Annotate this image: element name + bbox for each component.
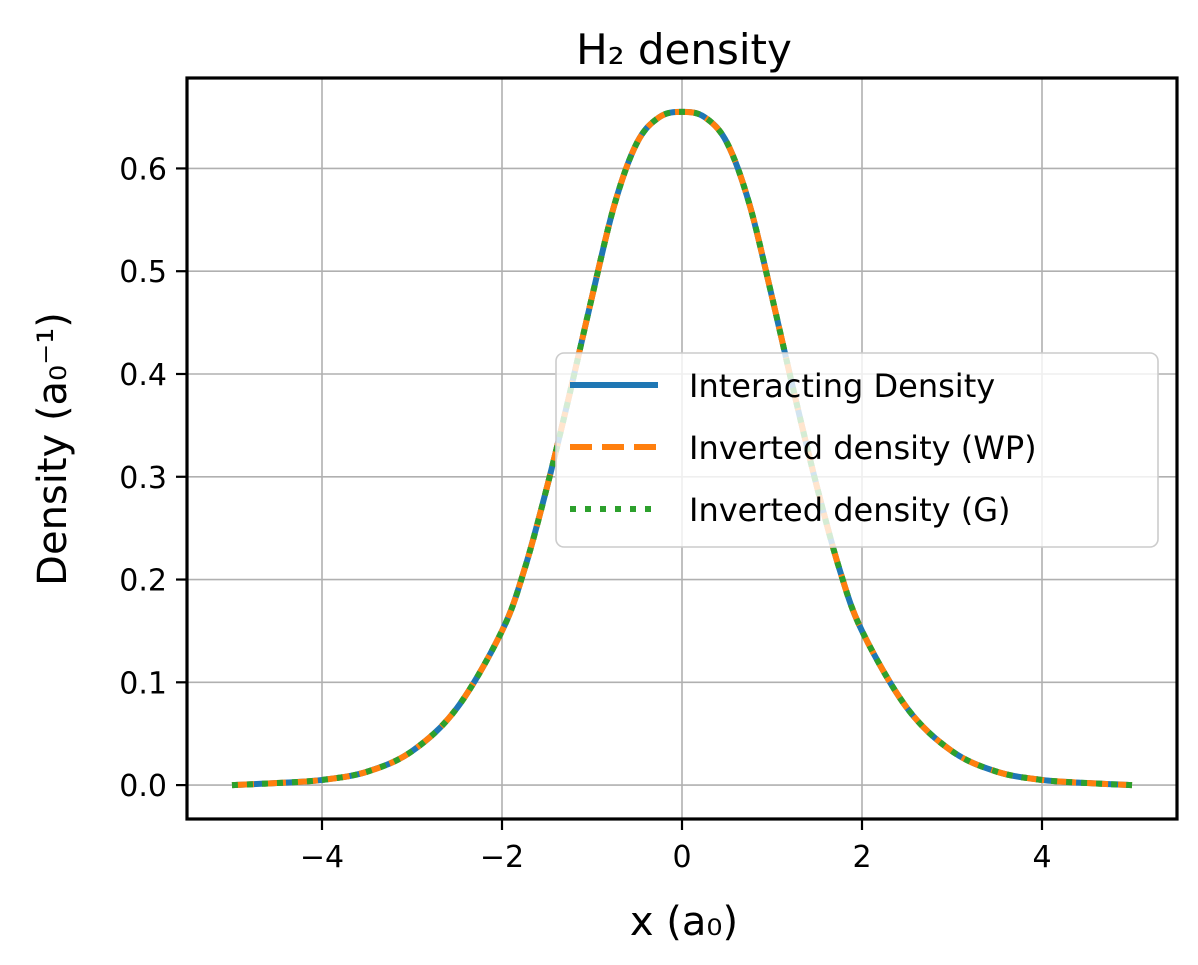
plot-lines [231, 108, 1133, 789]
x-axis: −4 −2 0 2 4 [300, 819, 1052, 875]
y-tick-label: 0.4 [119, 358, 167, 393]
x-tick-label: 0 [672, 840, 691, 875]
legend-box [555, 352, 1159, 548]
legend: Interacting Density Inverted density (WP)… [555, 352, 1159, 548]
y-tick-label: 0.1 [119, 666, 167, 701]
x-axis-label: x (a₀) [630, 899, 738, 945]
chart-title: H₂ density [576, 25, 792, 74]
series-line-inverted-density-g [231, 108, 1133, 789]
x-tick-label: −4 [300, 840, 344, 875]
legend-label-inverted-density-wp: Inverted density (WP) [689, 429, 1037, 467]
y-tick-label: 0.3 [119, 461, 167, 496]
y-tick-label: 0.6 [119, 152, 167, 187]
legend-label-interacting-density: Interacting Density [689, 367, 995, 405]
x-tick-label: 4 [1032, 840, 1051, 875]
legend-items: Interacting Density Inverted density (WP)… [570, 367, 1037, 529]
y-tick-label: 0.0 [119, 769, 167, 804]
y-tick-label: 0.5 [119, 255, 167, 290]
y-axis-label: Density (a₀⁻¹) [30, 312, 76, 586]
y-tick-label: 0.2 [119, 564, 167, 599]
legend-label-inverted-density-g: Inverted density (G) [689, 491, 1010, 529]
y-axis: 0.0 0.1 0.2 0.3 0.4 0.5 0.6 [119, 152, 187, 804]
x-tick-label: −2 [480, 840, 524, 875]
x-tick-label: 2 [852, 840, 871, 875]
